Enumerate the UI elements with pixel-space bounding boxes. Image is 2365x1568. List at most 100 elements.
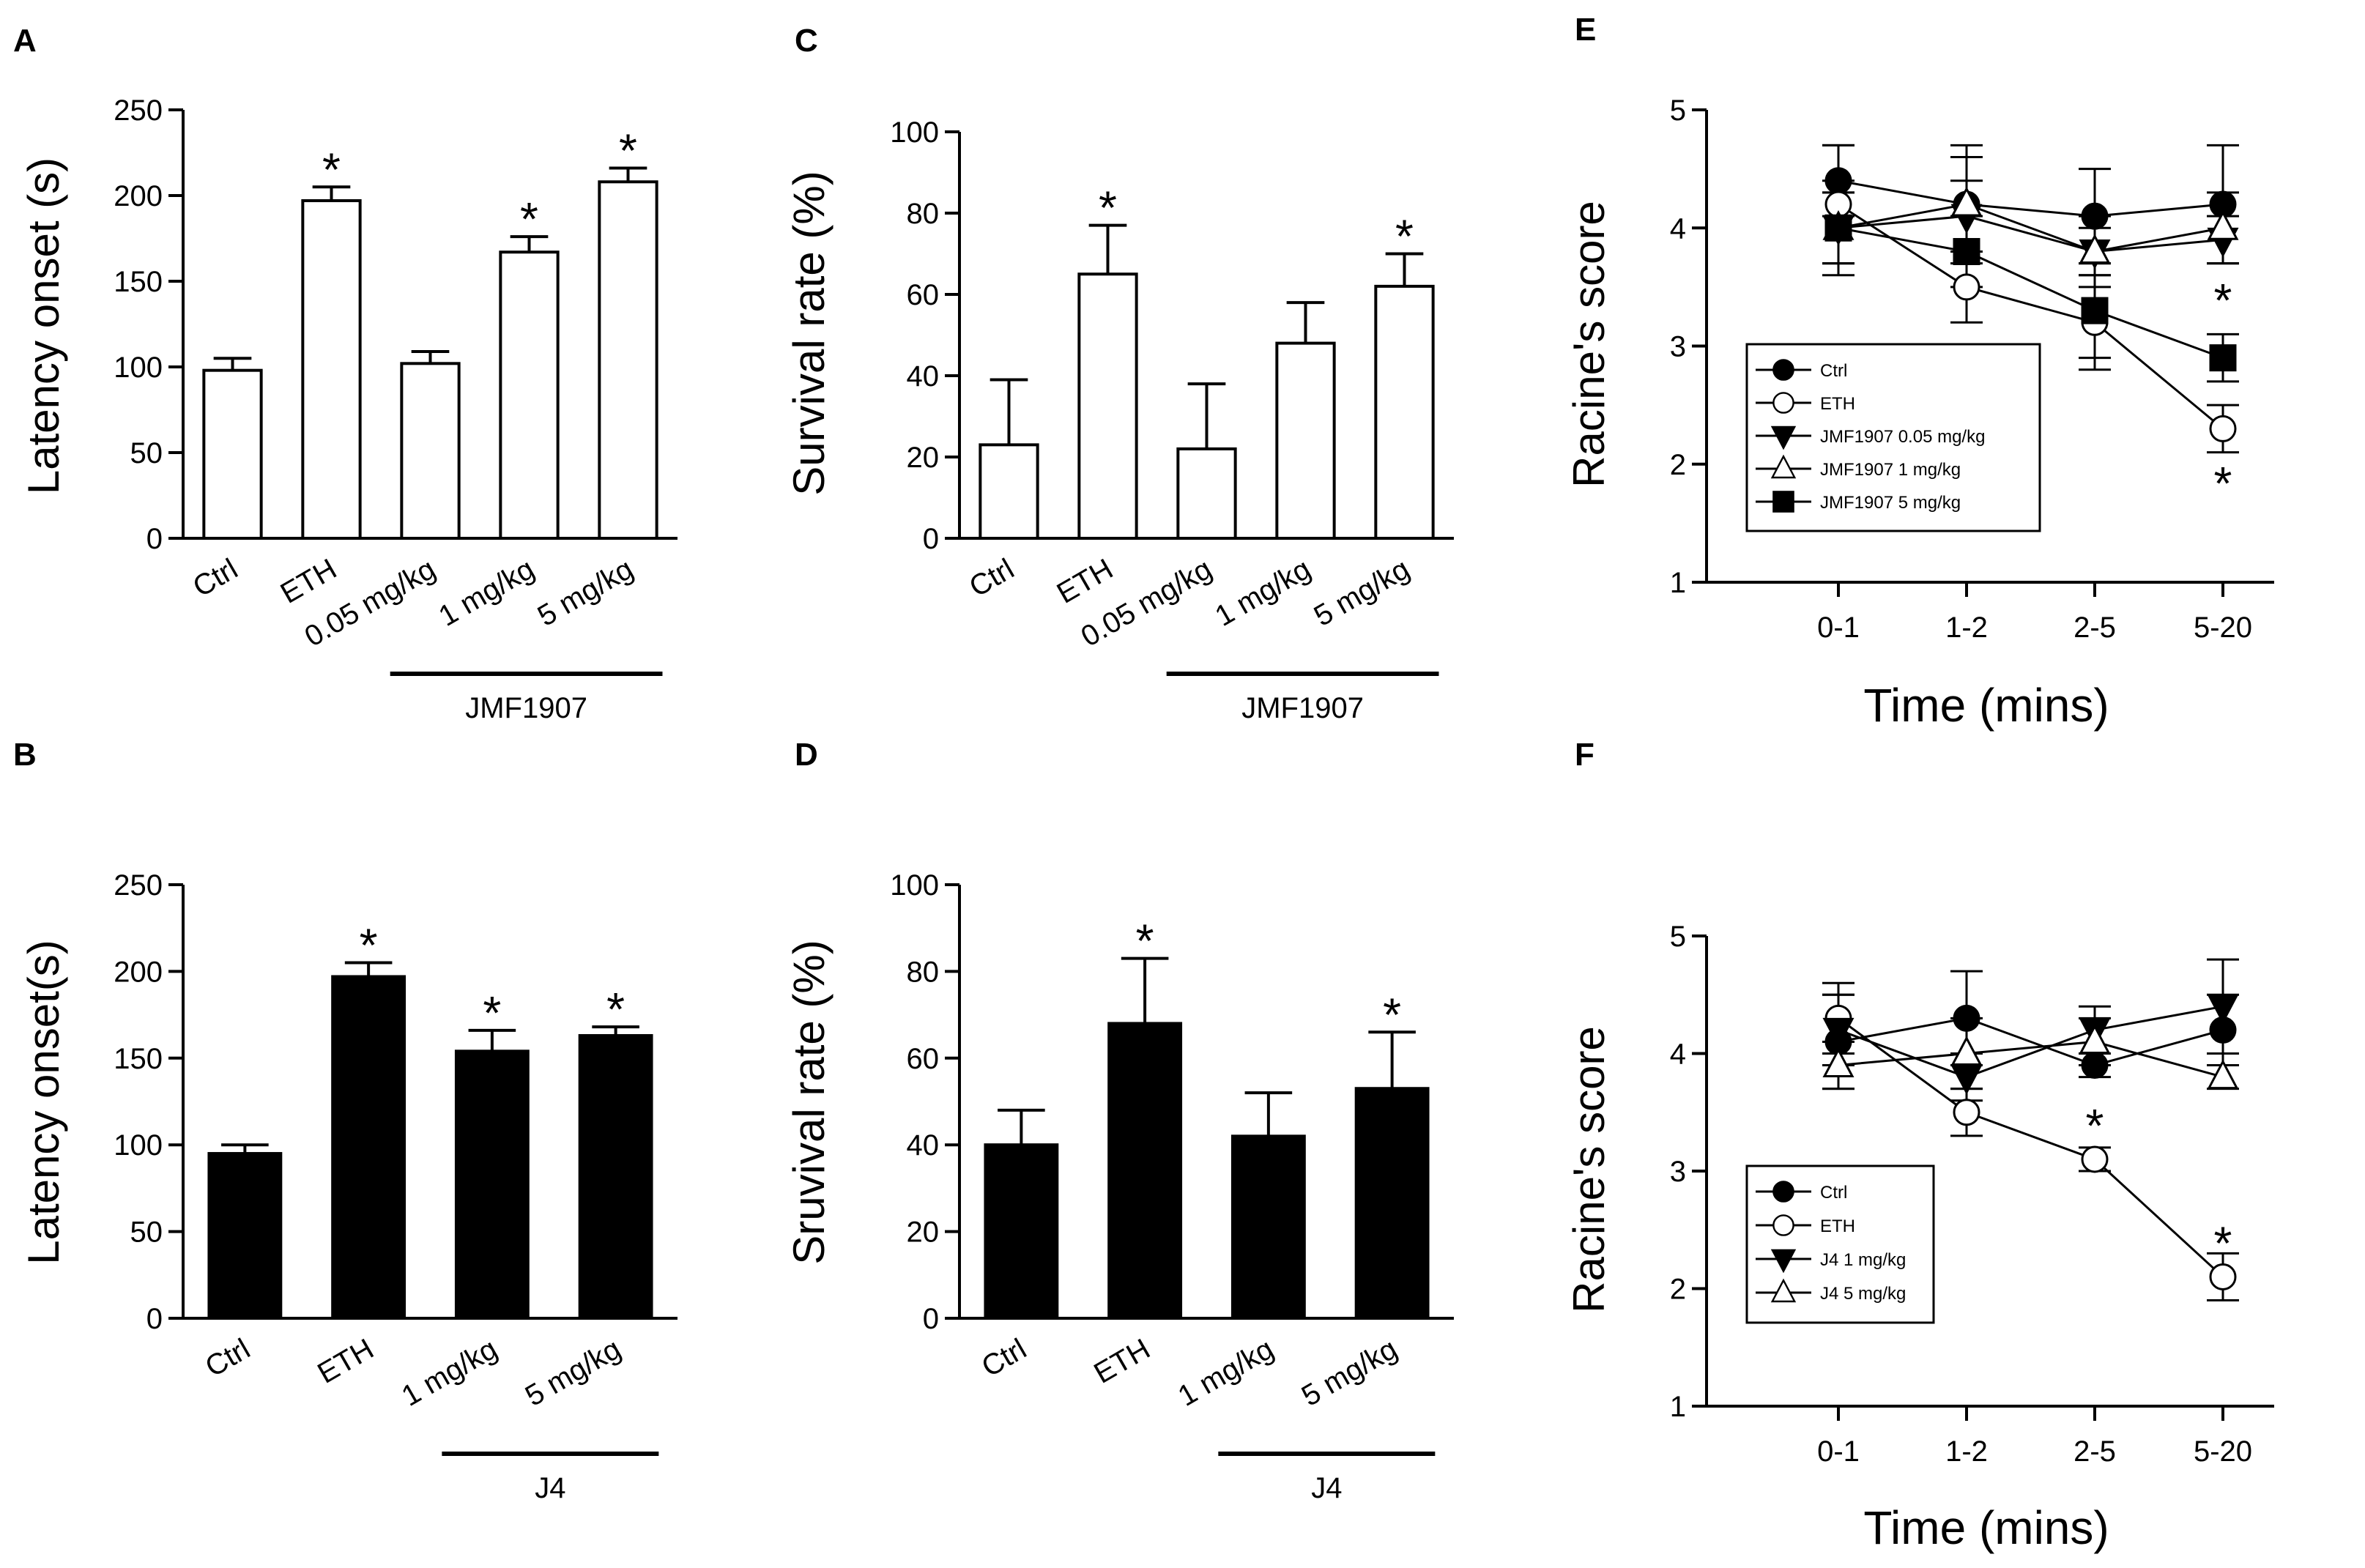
panel-a-bar-0 bbox=[202, 368, 263, 540]
panel-e-legend-label-2: JMF1907 0.05 mg/kg bbox=[1820, 427, 1985, 447]
panel-f-legend-marker-3 bbox=[1770, 1278, 1797, 1303]
panel-e-x-axis-label: Time (mins) bbox=[1863, 679, 2109, 732]
panel-b-bar-2 bbox=[454, 1049, 530, 1320]
panel-e-series-3-point-2 bbox=[2079, 234, 2111, 264]
panel-f-series-1-point-2 bbox=[2081, 1145, 2109, 1173]
panel-b-y-tick-label-4: 200 bbox=[114, 956, 163, 988]
panel-e-y-tick-label-4: 5 bbox=[1670, 94, 1686, 127]
panel-d-x-tick-label-1: ETH bbox=[1088, 1333, 1155, 1390]
panel-b-y-tick-label-3: 150 bbox=[114, 1043, 163, 1075]
panel-d-x-tick-label-0: Ctrl bbox=[976, 1333, 1032, 1383]
panel-e-significance-0: * bbox=[2214, 274, 2232, 327]
panel-d-chart: D 0 20 40 60 80 100 Sruvival rate (%) Ctrl * ETH 1 … bbox=[784, 737, 1454, 1504]
panel-e-legend-label-3: JMF1907 1 mg/kg bbox=[1820, 460, 1961, 480]
panel-a-x-tick-label-4: 5 mg/kg bbox=[532, 553, 639, 633]
panel-b-chart: B 0 50 100 150 200 250 Latency onset(s) Ctrl * ETH… bbox=[13, 737, 677, 1504]
panel-f-legend-marker-1 bbox=[1772, 1214, 1794, 1236]
panel-c-significance-4: * bbox=[1395, 210, 1414, 263]
panel-b-x-tick-label-2: 1 mg/kg bbox=[396, 1333, 502, 1413]
panel-c-letter: C bbox=[795, 23, 818, 59]
panel-f-x-tick-label-3: 5-20 bbox=[2194, 1435, 2252, 1468]
panel-f-y-tick-label-4: 5 bbox=[1670, 921, 1686, 953]
panel-f-y-tick-label-2: 3 bbox=[1670, 1156, 1686, 1188]
panel-f-series-1-point-1 bbox=[1953, 1099, 1980, 1126]
panel-e-y-tick-label-2: 3 bbox=[1670, 331, 1686, 363]
panel-f-significance-0: * bbox=[2086, 1099, 2104, 1152]
panel-e-legend-label-1: ETH bbox=[1820, 394, 1855, 414]
panel-e-series-4-point-2 bbox=[2081, 297, 2109, 324]
panel-b-y-tick-label-0: 0 bbox=[146, 1303, 163, 1335]
panel-b-significance-1: * bbox=[360, 919, 378, 972]
panel-f-series-0-line bbox=[1838, 1017, 2224, 1067]
panel-e-series-4-point-0 bbox=[1824, 214, 1852, 242]
panel-c-y-tick-label-3: 60 bbox=[907, 279, 940, 311]
panel-a-bar-3 bbox=[499, 250, 560, 540]
panel-f-y-tick-label-3: 4 bbox=[1670, 1038, 1686, 1071]
panel-e-series-2-line bbox=[1838, 215, 2224, 253]
panel-c-y-tick-label-5: 100 bbox=[890, 116, 939, 149]
panel-f-series-1-line bbox=[1838, 1017, 2224, 1278]
panel-e-series-0-point-0 bbox=[1824, 167, 1852, 195]
panel-c-bar-4 bbox=[1374, 284, 1435, 540]
panel-c-bar-2 bbox=[1176, 447, 1237, 540]
panel-e-y-axis-label: Racine's score bbox=[1564, 201, 1614, 488]
panel-f-legend-label-3: J4 5 mg/kg bbox=[1820, 1284, 1906, 1304]
panel-f-series-2-point-0 bbox=[1822, 1017, 1854, 1048]
panel-f-y-tick-label-1: 2 bbox=[1670, 1274, 1686, 1306]
panel-f-y-tick-label-0: 1 bbox=[1670, 1391, 1686, 1423]
panel-e-legend-label-0: Ctrl bbox=[1820, 361, 1847, 381]
panel-a-y-tick-label-0: 0 bbox=[146, 523, 163, 555]
panel-f-y-axis-label: Racine's score bbox=[1564, 1026, 1614, 1313]
panel-f-series-0-point-1 bbox=[1953, 1004, 1980, 1032]
panel-f-series-3-line bbox=[1838, 1040, 2224, 1079]
panel-f-series-2-point-1 bbox=[1950, 1065, 1983, 1095]
panel-e-x-tick-label-2: 2-5 bbox=[2073, 612, 2116, 644]
panel-d-x-tick-label-2: 1 mg/kg bbox=[1173, 1333, 1279, 1413]
panel-f-chart: F 1 2 3 4 5 Racine's score 0-1 1-2 2-5 5-20 Time (m… bbox=[1564, 737, 2274, 1554]
panel-f-series-3-point-2 bbox=[2079, 1024, 2111, 1054]
panel-c-y-tick-label-4: 80 bbox=[907, 198, 940, 230]
panel-e-series-4-point-3 bbox=[2209, 344, 2237, 372]
panel-e-significance-1: * bbox=[2214, 457, 2232, 510]
panel-e-legend-marker-2 bbox=[1770, 426, 1797, 450]
panel-d-y-tick-label-4: 80 bbox=[907, 956, 940, 988]
panel-c-group-label: JMF1907 bbox=[1241, 692, 1364, 724]
panel-f-x-axis-label: Time (mins) bbox=[1863, 1501, 2109, 1554]
panel-a-y-tick-label-5: 250 bbox=[114, 94, 163, 127]
panel-a-x-tick-label-0: Ctrl bbox=[188, 553, 243, 603]
panel-d-y-tick-label-1: 20 bbox=[907, 1216, 940, 1249]
panel-c-x-tick-label-3: 1 mg/kg bbox=[1210, 553, 1316, 633]
panel-d-y-axis-label: Sruvival rate (%) bbox=[784, 940, 833, 1264]
panel-a-y-tick-label-4: 200 bbox=[114, 180, 163, 212]
panel-b-group-label: J4 bbox=[535, 1472, 565, 1504]
panel-d-letter: D bbox=[795, 737, 818, 773]
panel-e-x-tick-label-3: 5-20 bbox=[2194, 612, 2252, 644]
panel-f-legend-label-1: ETH bbox=[1820, 1216, 1855, 1236]
panel-a-group-label: JMF1907 bbox=[465, 692, 587, 724]
panel-e-x-tick-label-0: 0-1 bbox=[1817, 612, 1860, 644]
panel-d-y-tick-label-3: 60 bbox=[907, 1043, 940, 1075]
panel-e-legend-marker-4 bbox=[1772, 491, 1794, 513]
panel-c-bar-0 bbox=[979, 443, 1039, 540]
panel-f-x-tick-label-2: 2-5 bbox=[2073, 1435, 2116, 1468]
panel-d-bar-2 bbox=[1230, 1134, 1306, 1320]
panel-f-significance-1: * bbox=[2214, 1216, 2232, 1269]
panel-a-letter: A bbox=[13, 23, 37, 59]
panel-e-series-0-point-2 bbox=[2081, 202, 2109, 230]
panel-c-x-tick-label-4: 5 mg/kg bbox=[1309, 553, 1415, 633]
panel-a-y-tick-label-2: 100 bbox=[114, 352, 163, 384]
panel-a-x-tick-label-1: ETH bbox=[275, 553, 342, 610]
panel-e-legend-label-4: JMF1907 5 mg/kg bbox=[1820, 493, 1961, 513]
panel-a-bar-4 bbox=[598, 180, 658, 540]
panel-c-y-axis-label: Survival rate (%) bbox=[784, 171, 833, 495]
panel-e-letter: E bbox=[1575, 12, 1596, 48]
panel-f-series-3-point-1 bbox=[1950, 1036, 1983, 1066]
panel-f-x-tick-label-1: 1-2 bbox=[1945, 1435, 1988, 1468]
panel-f-series-2-line bbox=[1838, 1005, 2224, 1079]
panel-d-y-tick-label-0: 0 bbox=[923, 1303, 939, 1335]
panel-e-y-tick-label-3: 4 bbox=[1670, 212, 1686, 245]
panel-c-y-tick-label-2: 40 bbox=[907, 360, 940, 393]
panel-d-group-label: J4 bbox=[1311, 1472, 1342, 1504]
